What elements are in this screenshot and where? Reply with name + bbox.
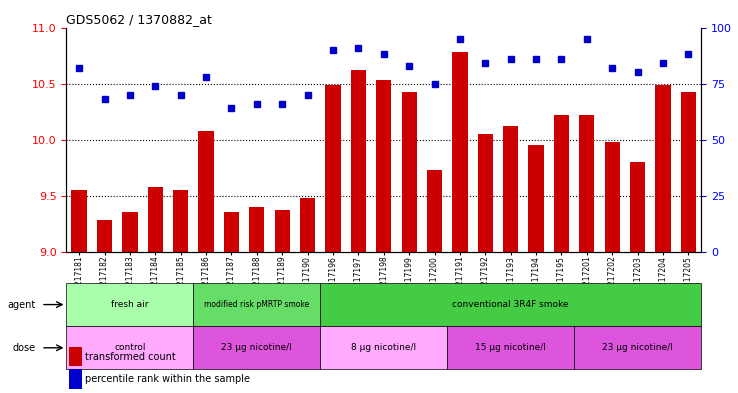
Bar [69,347,82,366]
Bar [193,283,320,326]
Bar [447,326,574,369]
Bar [173,190,188,252]
Bar [193,326,320,369]
Bar [655,84,671,252]
Bar [320,326,447,369]
Bar [376,80,391,252]
Bar [401,92,417,252]
Bar [72,190,87,252]
Text: 23 μg nicotine/l: 23 μg nicotine/l [221,343,292,352]
Bar [477,134,493,252]
Bar [199,130,214,252]
Bar [351,70,366,252]
Bar [680,92,696,252]
Bar [503,126,518,252]
Bar [630,162,645,252]
Bar [69,369,82,389]
Text: percentile rank within the sample: percentile rank within the sample [86,374,250,384]
Text: dose: dose [13,343,36,353]
Text: control: control [114,343,145,352]
Bar [97,220,112,252]
Text: conventional 3R4F smoke: conventional 3R4F smoke [452,300,569,309]
Bar [574,326,701,369]
Text: transformed count: transformed count [86,352,176,362]
Text: GDS5062 / 1370882_at: GDS5062 / 1370882_at [66,13,213,26]
Bar [320,283,701,326]
Bar [554,115,569,252]
Bar [325,84,341,252]
Text: modified risk pMRTP smoke: modified risk pMRTP smoke [204,300,309,309]
Bar [452,52,468,252]
Bar [224,212,239,252]
Bar [148,187,163,252]
Bar [66,283,193,326]
Bar [579,115,595,252]
Text: agent: agent [7,299,36,310]
Bar [427,170,442,252]
Text: 23 μg nicotine/l: 23 μg nicotine/l [602,343,673,352]
Text: 8 μg nicotine/l: 8 μg nicotine/l [351,343,416,352]
Bar [123,212,137,252]
Bar [300,198,315,252]
Text: fresh air: fresh air [111,300,148,309]
Bar [66,326,193,369]
Bar [528,145,544,252]
Text: 15 μg nicotine/l: 15 μg nicotine/l [475,343,546,352]
Bar [604,142,620,252]
Bar [249,207,264,252]
Bar [275,210,290,252]
